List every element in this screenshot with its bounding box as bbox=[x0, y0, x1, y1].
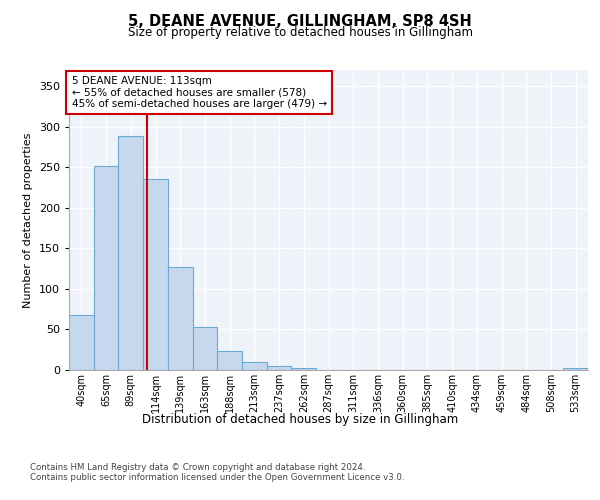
Bar bbox=[217, 350, 242, 370]
Bar bbox=[563, 368, 588, 370]
Bar bbox=[267, 366, 292, 370]
Text: Contains public sector information licensed under the Open Government Licence v3: Contains public sector information licen… bbox=[30, 472, 404, 482]
Bar bbox=[168, 267, 193, 370]
Bar bbox=[118, 136, 143, 370]
Bar bbox=[292, 368, 316, 370]
Bar bbox=[94, 166, 118, 370]
Text: 5, DEANE AVENUE, GILLINGHAM, SP8 4SH: 5, DEANE AVENUE, GILLINGHAM, SP8 4SH bbox=[128, 14, 472, 29]
Text: Distribution of detached houses by size in Gillingham: Distribution of detached houses by size … bbox=[142, 412, 458, 426]
Text: Contains HM Land Registry data © Crown copyright and database right 2024.: Contains HM Land Registry data © Crown c… bbox=[30, 462, 365, 471]
Y-axis label: Number of detached properties: Number of detached properties bbox=[23, 132, 33, 308]
Text: Size of property relative to detached houses in Gillingham: Size of property relative to detached ho… bbox=[128, 26, 473, 39]
Bar bbox=[193, 327, 217, 370]
Bar bbox=[69, 315, 94, 370]
Bar bbox=[242, 362, 267, 370]
Text: 5 DEANE AVENUE: 113sqm
← 55% of detached houses are smaller (578)
45% of semi-de: 5 DEANE AVENUE: 113sqm ← 55% of detached… bbox=[71, 76, 327, 109]
Bar bbox=[143, 178, 168, 370]
